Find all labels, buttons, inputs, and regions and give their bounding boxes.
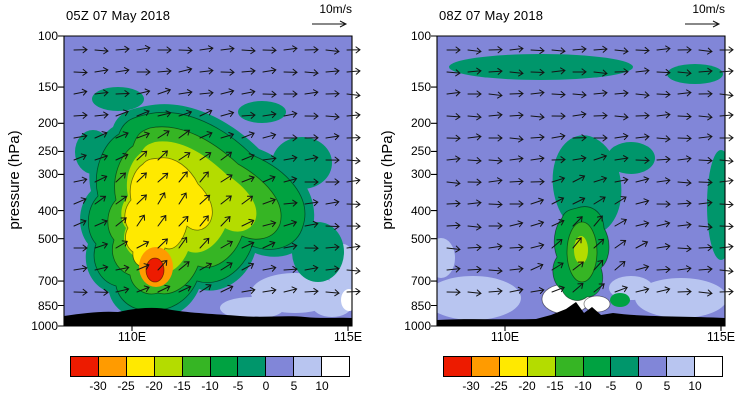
y-tick-label: 250 xyxy=(410,144,431,159)
colorbar-tick-label: -10 xyxy=(574,379,592,393)
panel-right: 08Z 07 May 2018 10m/s pressure (hPa) 110… xyxy=(373,0,746,407)
cross-section-plot xyxy=(58,35,361,331)
y-tick-label: 300 xyxy=(410,167,431,182)
colorbar-tick-label: 10 xyxy=(315,379,329,393)
x-tick-label-115E: 115E xyxy=(333,330,363,344)
y-tick-label: 700 xyxy=(410,274,431,289)
colorbar-labels: -30 -25 -20 -15 -10 -5 0 5 10 xyxy=(70,379,350,395)
wind-arrows-layer xyxy=(446,45,734,297)
x-tick-label-110E: 110E xyxy=(117,330,147,344)
colorbar-tick-label: -10 xyxy=(201,379,219,393)
colorbar-swatch xyxy=(238,357,267,376)
colorbar-swatch xyxy=(71,357,99,376)
x-tick-label-115E: 115E xyxy=(706,330,736,344)
colorbar-swatch xyxy=(471,357,500,376)
y-tick-label: 850 xyxy=(410,298,431,313)
colorbar-tick-label: -30 xyxy=(89,379,107,393)
y-tick-label: 100 xyxy=(410,29,431,43)
axis-frame xyxy=(431,35,726,331)
colorbar-swatch xyxy=(210,357,239,376)
cross-section-plot xyxy=(431,35,734,331)
colorbar-tick-label: -25 xyxy=(490,379,508,393)
colorbar-swatch xyxy=(444,357,472,376)
y-tick-label: 150 xyxy=(410,80,431,95)
y-tick-label: 200 xyxy=(37,116,58,131)
colorbar-tick-label: -25 xyxy=(117,379,135,393)
colorbar-swatch xyxy=(583,357,612,376)
colorbar-tick-label: 10 xyxy=(688,379,702,393)
colorbar-swatch xyxy=(126,357,155,376)
colorbar-swatch xyxy=(182,357,211,376)
panel-title: 05Z 07 May 2018 xyxy=(66,8,171,23)
y-tick-label: 850 xyxy=(37,298,58,313)
colorbar-swatch xyxy=(695,357,723,376)
colorbar-tick-label: -20 xyxy=(518,379,536,393)
y-tick-label: 250 xyxy=(37,144,58,159)
wind-arrows-layer xyxy=(73,45,361,297)
colorbar-tick-label: -20 xyxy=(145,379,163,393)
colorbar-tick-label: -15 xyxy=(546,379,564,393)
colorbar xyxy=(443,356,723,377)
y-tick-label: 1000 xyxy=(404,319,431,333)
colorbar-swatch xyxy=(294,357,323,376)
wind-scale-arrow-icon xyxy=(312,20,348,28)
colorbar-labels: -30 -25 -20 -15 -10 -5 0 5 10 xyxy=(443,379,723,395)
wind-scale-label: 10m/s xyxy=(692,2,725,16)
colorbar-tick-label: -5 xyxy=(232,379,244,393)
y-tick-label: 400 xyxy=(410,203,431,218)
contour-shading-layer xyxy=(64,36,352,326)
colorbar-tick-label: 0 xyxy=(262,379,270,393)
y-tick-label: 200 xyxy=(410,116,431,131)
colorbar-tick-label: 5 xyxy=(290,379,298,393)
colorbar-swatch xyxy=(499,357,528,376)
y-tick-label: 150 xyxy=(37,80,58,95)
wind-scale-arrow-icon xyxy=(685,20,721,28)
colorbar-swatch xyxy=(266,357,295,376)
colorbar-tick-label: -5 xyxy=(605,379,617,393)
y-tick-label: 500 xyxy=(410,231,431,246)
terrain-layer xyxy=(437,302,725,326)
colorbar-swatch xyxy=(98,357,127,376)
y-tick-label: 700 xyxy=(37,274,58,289)
y-tick-label: 500 xyxy=(37,231,58,246)
contour-shading-layer xyxy=(437,36,725,326)
colorbar-swatch xyxy=(154,357,183,376)
x-tick-label-110E: 110E xyxy=(490,330,520,344)
panel-title: 08Z 07 May 2018 xyxy=(439,8,544,23)
colorbar-tick-label: -30 xyxy=(462,379,480,393)
colorbar-tick-label: -15 xyxy=(173,379,191,393)
y-tick-label: 100 xyxy=(37,29,58,43)
y-tick-label: 300 xyxy=(37,167,58,182)
terrain-layer xyxy=(64,307,352,326)
colorbar-swatch xyxy=(322,357,350,376)
y-tick-label: 1000 xyxy=(31,319,58,333)
panel-left: 05Z 07 May 2018 10m/s pressure (hPa) 110… xyxy=(6,2,363,395)
colorbar-tick-label: 0 xyxy=(635,379,643,393)
colorbar-tick-label: 5 xyxy=(663,379,671,393)
axis-frame xyxy=(58,35,353,331)
wind-scale-label: 10m/s xyxy=(319,2,352,16)
colorbar-swatch xyxy=(639,357,668,376)
colorbar-swatch xyxy=(527,357,556,376)
colorbar-swatch xyxy=(555,357,584,376)
colorbar-swatch xyxy=(667,357,696,376)
colorbar xyxy=(70,356,350,377)
colorbar-swatch xyxy=(611,357,640,376)
y-tick-label: 400 xyxy=(37,203,58,218)
